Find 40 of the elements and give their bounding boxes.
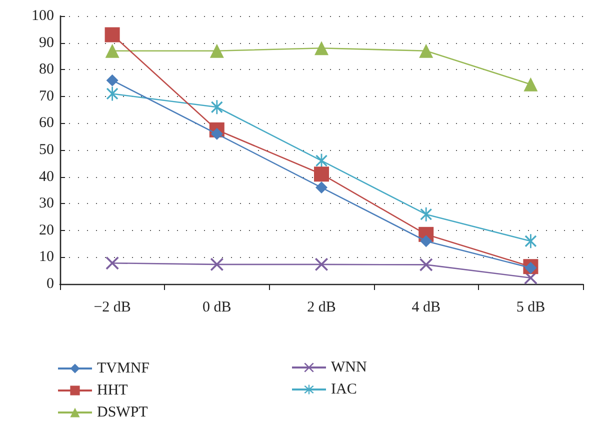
point [420,207,432,222]
y-tick-label: 0 [46,276,54,292]
point [524,77,538,92]
point [314,41,328,56]
x-tick-label: −2 dB [94,300,131,316]
legend-label: WNN [331,360,367,376]
x-tick-label: 5 dB [516,300,546,316]
point [314,166,329,182]
legend-label: TVMNF [97,360,150,376]
point [104,27,120,42]
point [211,100,223,114]
point [106,74,118,86]
legend-label: DSWPT [97,404,148,420]
y-tick-label: 60 [39,115,54,132]
point [105,44,120,58]
legend-label: IAC [331,382,357,398]
point [524,234,537,248]
y-tick-label: 30 [39,196,54,212]
y-tick-label: 10 [39,249,54,266]
point [210,128,223,140]
point [420,258,433,272]
point [419,44,434,58]
point [210,44,224,58]
y-tick-label: 90 [39,34,54,51]
point [210,258,224,271]
x-tick-label: 0 dB [202,300,232,316]
point [316,182,328,194]
x-tick-label: 2 dB [307,300,336,316]
point [106,86,118,101]
y-tick-label: 80 [39,62,54,78]
y-tick-label: 70 [39,88,54,104]
point [420,235,432,248]
legend-label: HHT [97,382,128,398]
y-tick-label: 50 [39,142,54,158]
point [106,256,119,270]
point [315,258,328,271]
y-tick-label: 40 [39,168,54,185]
y-tick-label: 20 [39,222,54,238]
x-tick-label: 4 dB [412,300,440,316]
y-tick-label: 100 [32,8,54,24]
